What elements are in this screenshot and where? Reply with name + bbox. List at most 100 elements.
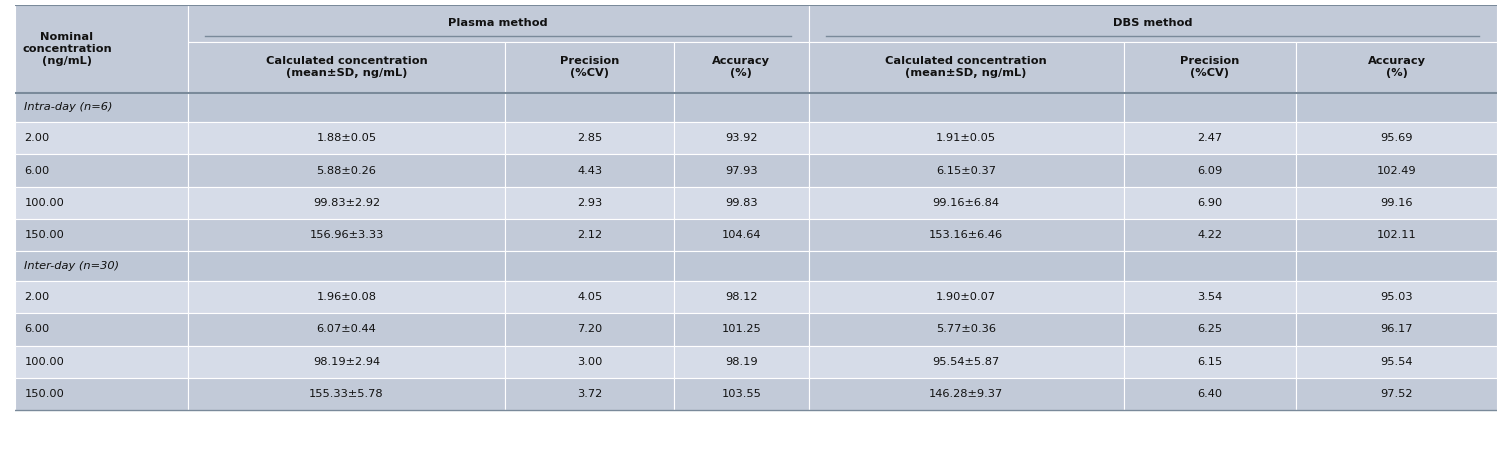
Bar <box>187 187 505 219</box>
Bar <box>187 42 505 93</box>
Bar <box>809 122 1123 154</box>
Text: Calculated concentration
(mean±SD, ng/mL): Calculated concentration (mean±SD, ng/mL… <box>885 56 1046 78</box>
Bar <box>15 313 187 346</box>
Bar <box>187 346 505 378</box>
Bar <box>15 4 187 93</box>
Bar <box>674 378 809 410</box>
Bar <box>187 313 505 346</box>
Text: 2.00: 2.00 <box>24 292 50 302</box>
Text: 1.96±0.08: 1.96±0.08 <box>316 292 376 302</box>
Bar <box>187 93 505 122</box>
Bar <box>809 252 1123 281</box>
Text: 6.15: 6.15 <box>1198 357 1223 367</box>
Bar <box>809 93 1123 122</box>
Text: 99.16: 99.16 <box>1380 198 1412 208</box>
Text: 2.12: 2.12 <box>578 230 602 240</box>
Bar <box>15 378 187 410</box>
Text: 5.77±0.36: 5.77±0.36 <box>936 324 996 334</box>
Bar <box>505 281 674 313</box>
Text: 100.00: 100.00 <box>24 198 65 208</box>
Bar <box>15 93 187 122</box>
Text: 7.20: 7.20 <box>578 324 602 334</box>
Text: 102.11: 102.11 <box>1376 230 1417 240</box>
Text: 101.25: 101.25 <box>721 324 761 334</box>
Text: 102.49: 102.49 <box>1377 166 1417 176</box>
Bar <box>1123 378 1296 410</box>
Bar <box>505 346 674 378</box>
Text: 146.28±9.37: 146.28±9.37 <box>928 389 1002 399</box>
Text: 2.00: 2.00 <box>24 133 50 143</box>
Text: 99.16±6.84: 99.16±6.84 <box>933 198 999 208</box>
Text: 96.17: 96.17 <box>1380 324 1412 334</box>
Text: 95.03: 95.03 <box>1380 292 1412 302</box>
Bar <box>505 252 674 281</box>
Bar <box>505 93 674 122</box>
Bar <box>1296 42 1497 93</box>
Bar <box>505 219 674 252</box>
Text: 98.19±2.94: 98.19±2.94 <box>313 357 380 367</box>
Bar <box>1296 378 1497 410</box>
Bar <box>674 346 809 378</box>
Bar <box>1296 252 1497 281</box>
Text: 95.69: 95.69 <box>1380 133 1412 143</box>
Bar <box>674 154 809 187</box>
Text: 99.83: 99.83 <box>726 198 758 208</box>
Text: DBS method: DBS method <box>1113 18 1193 28</box>
Bar <box>809 4 1497 42</box>
Text: Plasma method: Plasma method <box>449 18 547 28</box>
Text: Precision
(%CV): Precision (%CV) <box>559 56 620 78</box>
Bar <box>674 42 809 93</box>
Bar <box>674 281 809 313</box>
Bar <box>1296 313 1497 346</box>
Bar <box>15 281 187 313</box>
Text: Accuracy
(%): Accuracy (%) <box>712 56 771 78</box>
Bar <box>187 122 505 154</box>
Text: 5.88±0.26: 5.88±0.26 <box>316 166 376 176</box>
Text: Calculated concentration
(mean±SD, ng/mL): Calculated concentration (mean±SD, ng/mL… <box>266 56 428 78</box>
Text: 155.33±5.78: 155.33±5.78 <box>308 389 384 399</box>
Bar <box>674 252 809 281</box>
Text: 1.88±0.05: 1.88±0.05 <box>316 133 376 143</box>
Text: 97.93: 97.93 <box>726 166 758 176</box>
Text: 150.00: 150.00 <box>24 230 65 240</box>
Text: 103.55: 103.55 <box>721 389 762 399</box>
Bar <box>809 42 1123 93</box>
Text: 6.90: 6.90 <box>1198 198 1223 208</box>
Bar <box>674 219 809 252</box>
Text: 4.43: 4.43 <box>578 166 602 176</box>
Bar <box>1123 187 1296 219</box>
Bar <box>187 378 505 410</box>
Bar <box>1296 122 1497 154</box>
Text: 1.90±0.07: 1.90±0.07 <box>936 292 996 302</box>
Bar <box>1296 93 1497 122</box>
Bar <box>15 154 187 187</box>
Text: 95.54±5.87: 95.54±5.87 <box>933 357 999 367</box>
Bar <box>674 187 809 219</box>
Text: Accuracy
(%): Accuracy (%) <box>1367 56 1426 78</box>
Text: 6.09: 6.09 <box>1198 166 1223 176</box>
Text: 97.52: 97.52 <box>1380 389 1412 399</box>
Bar <box>1123 122 1296 154</box>
Text: 153.16±6.46: 153.16±6.46 <box>928 230 1002 240</box>
Bar <box>505 42 674 93</box>
Text: 2.47: 2.47 <box>1198 133 1222 143</box>
Text: 2.85: 2.85 <box>578 133 602 143</box>
Text: 4.22: 4.22 <box>1198 230 1222 240</box>
Bar <box>1123 252 1296 281</box>
Bar <box>809 219 1123 252</box>
Bar <box>809 281 1123 313</box>
Bar <box>505 187 674 219</box>
Bar <box>809 187 1123 219</box>
Bar <box>809 313 1123 346</box>
Text: Intra-day (n=6): Intra-day (n=6) <box>24 103 113 112</box>
Bar <box>1123 93 1296 122</box>
Bar <box>1123 346 1296 378</box>
Bar <box>505 378 674 410</box>
Bar <box>187 219 505 252</box>
Bar <box>15 187 187 219</box>
Bar <box>505 313 674 346</box>
Bar <box>505 122 674 154</box>
Text: 3.00: 3.00 <box>578 357 602 367</box>
Bar <box>187 252 505 281</box>
Text: 95.54: 95.54 <box>1380 357 1412 367</box>
